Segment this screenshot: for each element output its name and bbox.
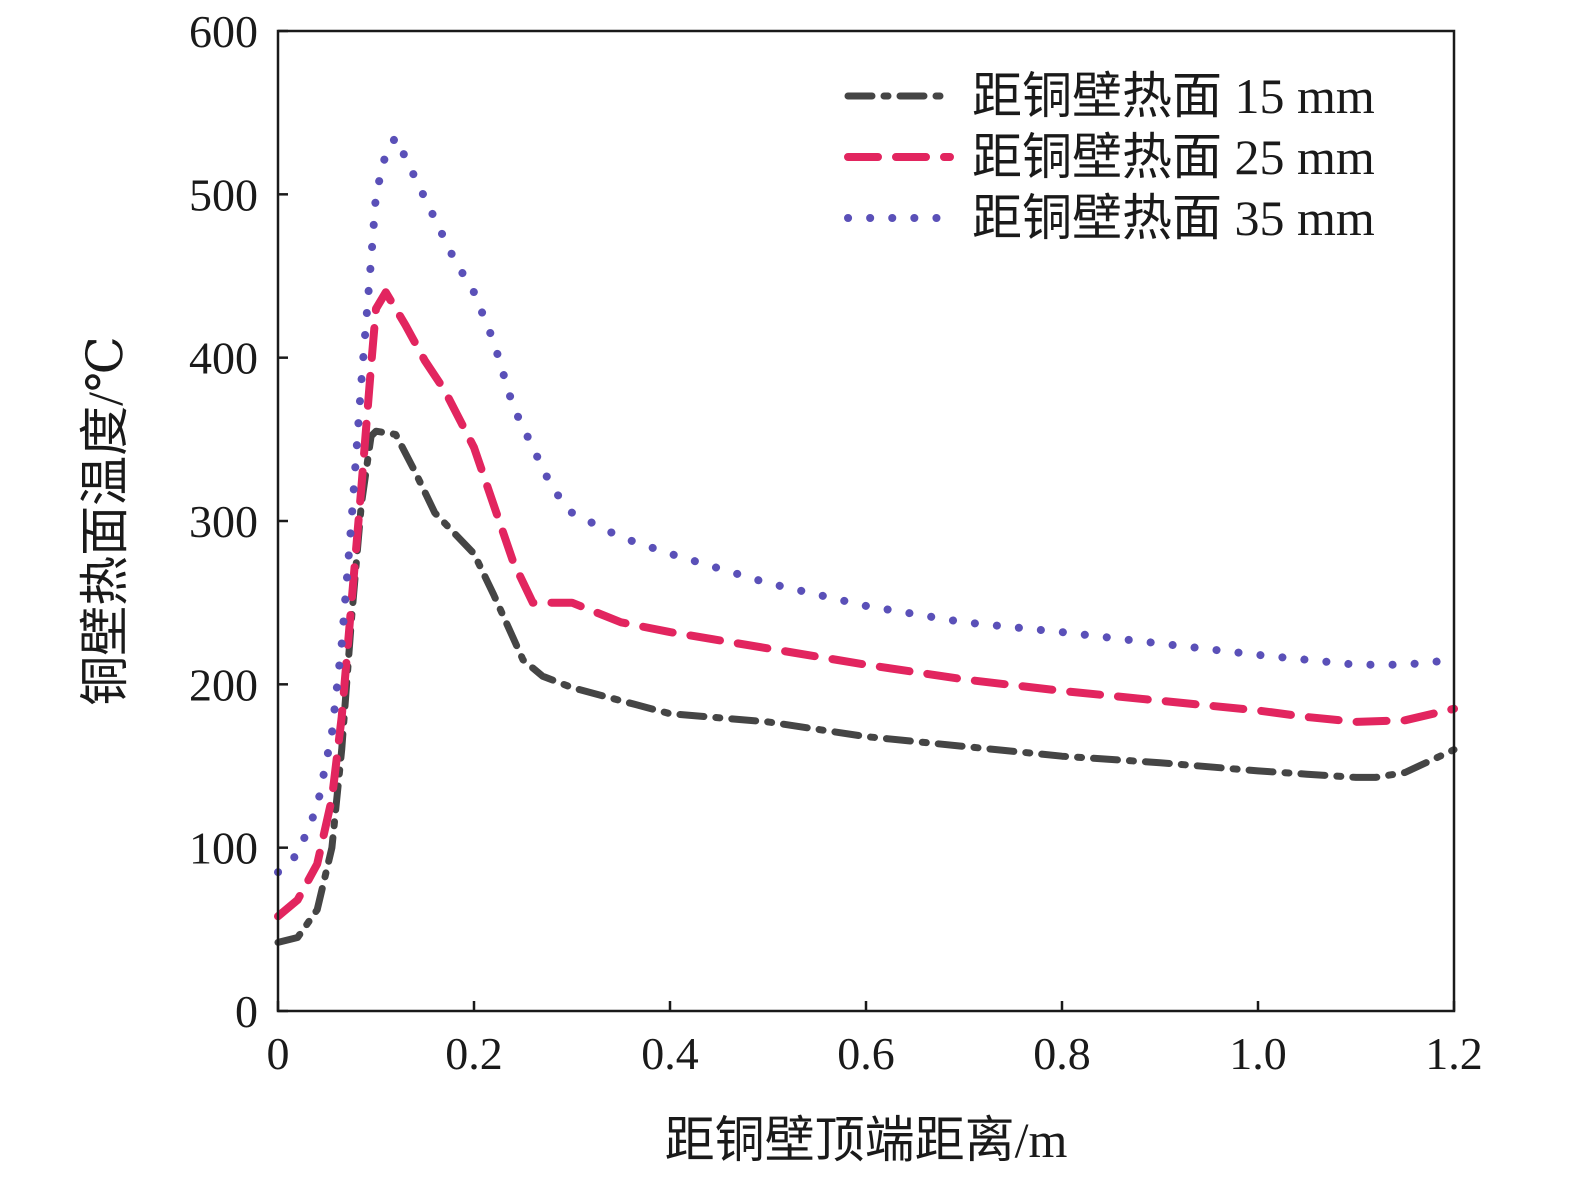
y-tick-label: 200 — [189, 659, 258, 710]
y-tick-label: 0 — [235, 986, 258, 1037]
y-tick-label: 300 — [189, 496, 258, 547]
x-tick-label: 0.8 — [1033, 1028, 1091, 1079]
tick-layer: 0 0.2 0.4 0.6 0.8 1.0 1.2 0 100 200 300 400 500 600 — [189, 6, 1483, 1079]
x-tick-label: 0 — [267, 1028, 290, 1079]
legend-label-3: 距铜壁热面 35 mm — [972, 190, 1375, 246]
legend-label-1: 距铜壁热面 15 mm — [972, 68, 1375, 124]
legend-label-2: 距铜壁热面 25 mm — [972, 129, 1375, 185]
x-tick-label: 0.4 — [641, 1028, 699, 1079]
y-tick-label: 500 — [189, 169, 258, 220]
series-layer — [274, 133, 1458, 946]
y-axis-title: 铜壁热面温度/℃ — [77, 336, 133, 706]
series-line-2 — [274, 288, 1458, 921]
x-tick-label: 0.6 — [837, 1028, 895, 1079]
x-tick-label: 1.2 — [1425, 1028, 1483, 1079]
y-tick-label: 400 — [189, 333, 258, 384]
y-tick-label: 100 — [189, 823, 258, 874]
x-tick-label: 1.0 — [1229, 1028, 1287, 1079]
x-tick-label: 0.2 — [445, 1028, 503, 1079]
series-line-3 — [274, 133, 1458, 877]
y-tick-label: 600 — [189, 6, 258, 57]
series-line-1 — [274, 427, 1458, 946]
x-axis-title: 距铜壁顶端距离/m — [665, 1112, 1068, 1168]
